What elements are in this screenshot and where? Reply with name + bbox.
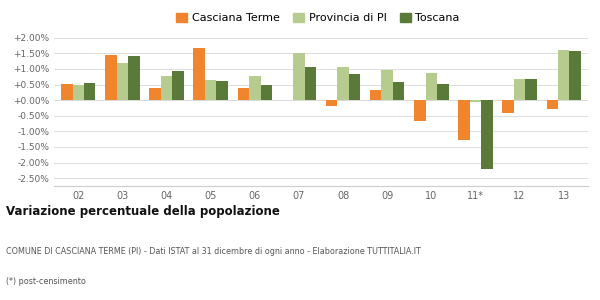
Bar — [458, 100, 470, 140]
Bar — [205, 80, 217, 100]
Bar — [558, 50, 569, 100]
Bar — [105, 55, 116, 100]
Bar — [73, 85, 84, 100]
Bar — [217, 82, 228, 100]
Bar — [260, 85, 272, 100]
Text: COMUNE DI CASCIANA TERME (PI) - Dati ISTAT al 31 dicembre di ogni anno - Elabora: COMUNE DI CASCIANA TERME (PI) - Dati IST… — [6, 247, 421, 256]
Bar — [84, 83, 95, 100]
Bar — [393, 82, 404, 100]
Bar — [172, 71, 184, 100]
Bar — [193, 48, 205, 100]
Bar — [370, 90, 382, 100]
Bar — [569, 51, 581, 100]
Bar — [481, 100, 493, 169]
Bar — [116, 63, 128, 100]
Bar — [61, 84, 73, 100]
Bar — [161, 76, 172, 100]
Legend: Casciana Terme, Provincia di PI, Toscana: Casciana Terme, Provincia di PI, Toscana — [172, 9, 464, 28]
Bar — [414, 100, 425, 121]
Bar — [502, 100, 514, 113]
Bar — [349, 74, 360, 100]
Bar — [326, 100, 337, 106]
Bar — [128, 56, 140, 100]
Bar — [249, 76, 260, 100]
Bar — [437, 84, 449, 100]
Bar — [547, 100, 558, 109]
Bar — [382, 70, 393, 100]
Bar — [149, 88, 161, 100]
Bar — [470, 100, 481, 102]
Text: Variazione percentuale della popolazione: Variazione percentuale della popolazione — [6, 205, 280, 218]
Bar — [293, 53, 305, 100]
Bar — [514, 79, 526, 100]
Bar — [305, 67, 316, 100]
Bar — [425, 73, 437, 100]
Text: (*) post-censimento: (*) post-censimento — [6, 277, 86, 286]
Bar — [337, 67, 349, 100]
Bar — [238, 88, 249, 100]
Bar — [526, 79, 537, 100]
